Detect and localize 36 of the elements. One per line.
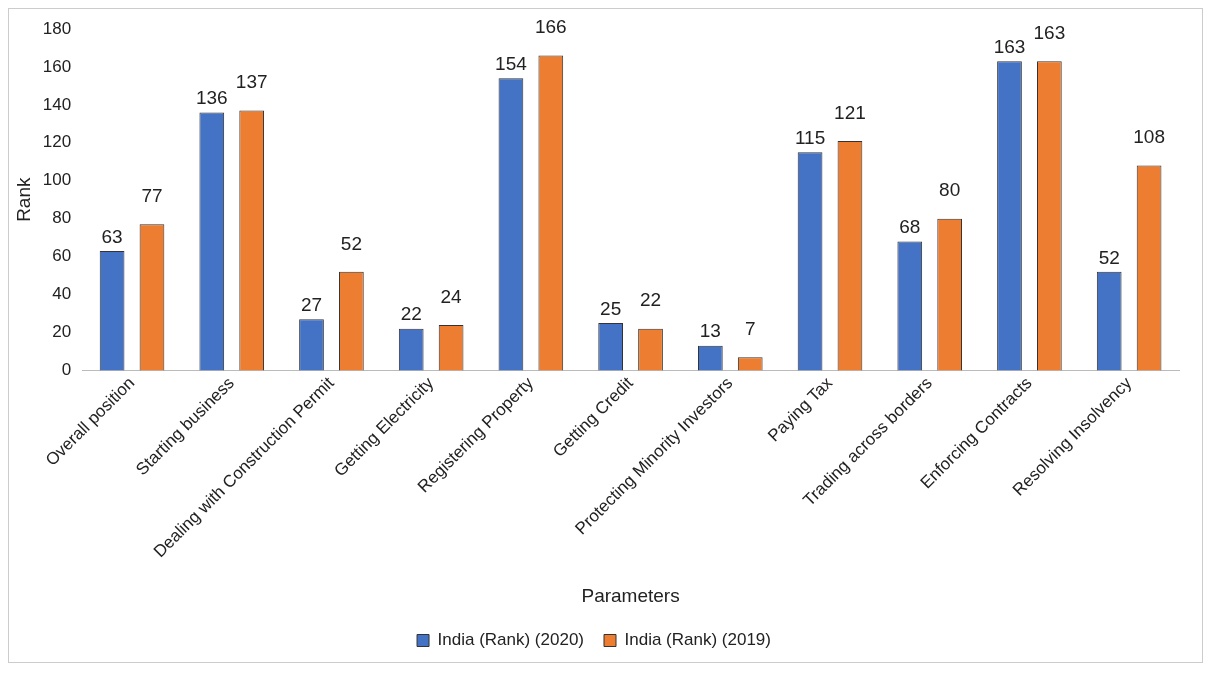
data-label: 27	[300, 293, 323, 315]
data-label: 137	[235, 71, 268, 93]
data-label: 136	[195, 87, 228, 109]
y-tick-label: 120	[42, 132, 72, 152]
x-axis-title: Parameters	[581, 584, 680, 606]
data-label: 7	[744, 317, 756, 339]
y-axis-title: Rank	[12, 177, 34, 222]
data-label: 52	[1098, 246, 1120, 268]
legend-label: India (Rank) (2019)	[624, 630, 771, 650]
y-tick-label: 140	[42, 94, 72, 114]
data-label: 108	[1133, 126, 1165, 148]
data-label: 24	[440, 285, 463, 307]
data-label: 154	[495, 53, 528, 75]
data-label: 25	[600, 297, 622, 319]
data-label: 115	[794, 127, 826, 149]
data-label: 22	[400, 303, 422, 325]
y-tick-label: 0	[61, 360, 72, 380]
y-tick-label: 40	[52, 284, 72, 304]
y-tick-label: 180	[42, 18, 72, 38]
data-label: 166	[534, 16, 567, 38]
data-label: 52	[340, 232, 362, 254]
y-tick-label: 80	[52, 208, 72, 228]
data-label: 63	[101, 225, 123, 247]
data-label: 163	[993, 35, 1026, 57]
data-label: 13	[699, 320, 721, 342]
data-label: 77	[141, 185, 163, 207]
y-tick-label: 20	[52, 322, 72, 342]
y-tick-label: 100	[42, 170, 72, 190]
data-label: 80	[939, 179, 961, 201]
legend-label: India (Rank) (2020)	[437, 630, 585, 650]
data-label: 121	[834, 101, 866, 123]
data-label: 22	[639, 289, 662, 311]
data-label: 163	[1033, 21, 1066, 43]
y-tick-label: 60	[52, 246, 72, 266]
data-label: 68	[899, 216, 921, 238]
y-tick-label: 160	[42, 56, 72, 76]
